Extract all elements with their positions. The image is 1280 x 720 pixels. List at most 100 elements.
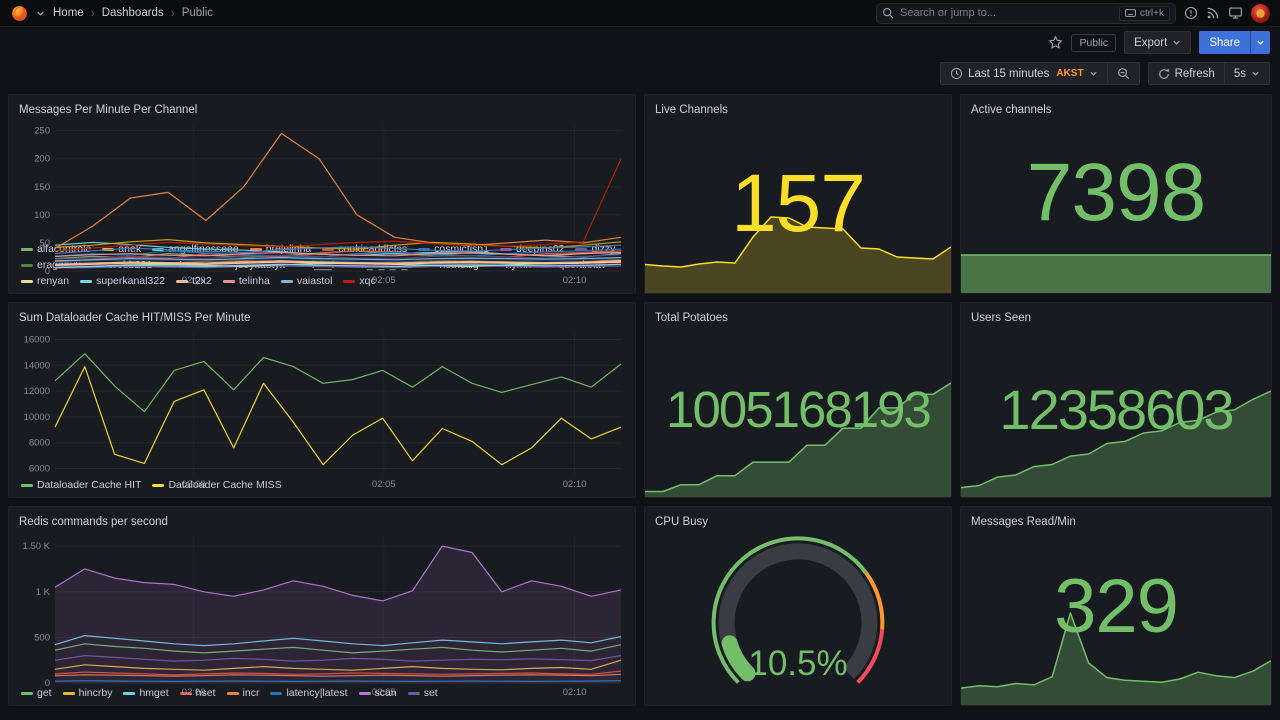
breadcrumb: Home › Dashboards › Public: [53, 7, 213, 19]
legend-label: incr: [242, 687, 260, 699]
panel-title[interactable]: Messages Read/Min: [971, 516, 1076, 528]
legend-swatch: [222, 279, 235, 283]
svg-text:14000: 14000: [24, 360, 50, 371]
legend-swatch: [358, 691, 371, 695]
avatar[interactable]: [1251, 3, 1270, 23]
rss-icon[interactable]: [1206, 6, 1220, 20]
panel-title[interactable]: Users Seen: [971, 312, 1032, 324]
refresh-icon: [1158, 68, 1170, 80]
panel-active-channels: Active channels 7398: [960, 94, 1272, 294]
refresh-button[interactable]: Refresh: [1147, 62, 1225, 85]
svg-text:500: 500: [34, 632, 50, 643]
legend-item[interactable]: set: [407, 686, 438, 700]
legend-swatch: [575, 247, 588, 251]
export-button[interactable]: Export: [1124, 31, 1192, 54]
zoom-out-button[interactable]: [1107, 62, 1140, 85]
live-channels-sparkline: [645, 215, 951, 293]
legend-label: get: [37, 687, 52, 699]
svg-text:02:00: 02:00: [182, 275, 206, 286]
legend-swatch: [249, 247, 262, 251]
legend-item[interactable]: hset: [179, 686, 216, 700]
messages-read-sparkline: [961, 611, 1271, 705]
panel-title[interactable]: Active channels: [971, 104, 1052, 116]
legend-item[interactable]: t2x2: [176, 274, 212, 288]
search-shortcut-label: ctrl+k: [1139, 7, 1164, 19]
share-menu-button[interactable]: [1250, 31, 1270, 54]
refresh-interval-picker[interactable]: 5s: [1224, 62, 1270, 85]
legend-label: vaiastol: [296, 275, 333, 287]
legend-item[interactable]: xqc: [343, 274, 376, 288]
users-seen-stat: 12358603: [961, 327, 1271, 497]
search-icon: [882, 7, 894, 19]
breadcrumb-home[interactable]: Home: [53, 7, 84, 19]
monitor-icon[interactable]: [1228, 6, 1243, 20]
legend-item[interactable]: hincrby: [62, 686, 112, 700]
breadcrumb-dashboards[interactable]: Dashboards: [101, 7, 164, 19]
time-range-picker[interactable]: Last 15 minutes AKST: [940, 62, 1108, 85]
share-button[interactable]: Share: [1199, 31, 1250, 54]
chevron-down-icon: [1251, 69, 1260, 78]
panel-title[interactable]: Total Potatoes: [655, 312, 728, 324]
svg-text:02:10: 02:10: [563, 479, 587, 490]
svg-text:10000: 10000: [24, 412, 50, 423]
legend-swatch: [21, 691, 33, 695]
time-controls: Last 15 minutes AKST Refresh 5s: [940, 62, 1270, 85]
legend-swatch: [21, 279, 33, 283]
legend-swatch: [270, 691, 283, 695]
legend-item[interactable]: Dataloader Cache HIT: [21, 478, 141, 492]
svg-text:10.5%: 10.5%: [748, 644, 847, 683]
breadcrumb-separator: ›: [170, 6, 175, 20]
chevron-down-icon[interactable]: [36, 9, 45, 18]
legend-label: latency|latest: [286, 687, 348, 699]
panel-title[interactable]: Live Channels: [655, 104, 728, 116]
legend-item[interactable]: renyan: [21, 274, 69, 288]
legend-item[interactable]: hmget: [123, 686, 169, 700]
breadcrumb-public[interactable]: Public: [181, 7, 214, 19]
svg-text:250: 250: [34, 126, 50, 137]
messages-read-stat: 329: [961, 531, 1271, 705]
redis-chart[interactable]: 0 500 1 K 1.50 K 02:00 02:05 02:10: [19, 531, 625, 698]
messages-chart[interactable]: 0 50 100 150 200 250 02:00 02:05 02:10: [19, 119, 625, 286]
search-placeholder: Search or jump to...: [900, 7, 996, 19]
legend-item[interactable]: vaiastol: [280, 274, 333, 288]
panel-title[interactable]: CPU Busy: [655, 516, 709, 528]
svg-text:02:00: 02:00: [182, 687, 206, 698]
legend-item[interactable]: superkanal322: [80, 274, 165, 288]
svg-text:02:05: 02:05: [372, 275, 396, 286]
panel-title[interactable]: Messages Per Minute Per Channel: [19, 104, 198, 116]
refresh-interval-label: 5s: [1233, 67, 1246, 80]
legend-swatch: [80, 279, 93, 283]
legend-label: Dataloader Cache MISS: [168, 479, 282, 491]
dataloader-chart[interactable]: 6000 8000 10000 12000 14000 16000 02:00 02:05 02…: [19, 327, 625, 490]
panel-messages-read: Messages Read/Min 329: [960, 506, 1272, 706]
legend-label: renyan: [37, 275, 70, 287]
legend-swatch: [280, 279, 293, 283]
legend-item[interactable]: Dataloader Cache MISS: [152, 478, 282, 492]
share-button-label: Share: [1209, 36, 1240, 49]
search-input[interactable]: Search or jump to... ctrl+k: [876, 2, 1176, 24]
legend-label: xqc: [359, 275, 376, 287]
legend-item[interactable]: latency|latest: [270, 686, 348, 700]
svg-text:1 K: 1 K: [36, 587, 51, 598]
legend-item[interactable]: get: [21, 686, 52, 700]
users-seen-sparkline: [961, 389, 1271, 497]
legend-item[interactable]: incr: [226, 686, 260, 700]
star-icon[interactable]: [1048, 35, 1063, 50]
svg-text:50: 50: [39, 238, 50, 249]
legend-swatch: [179, 691, 192, 695]
legend-item[interactable]: scan: [358, 686, 397, 700]
active-channels-value: 7398: [1026, 147, 1206, 239]
svg-text:02:10: 02:10: [563, 275, 587, 286]
help-icon[interactable]: [1184, 6, 1198, 20]
panel-title[interactable]: Redis commands per second: [19, 516, 168, 528]
dashboard-actions: Public Export Share: [1048, 31, 1270, 54]
legend-item[interactable]: telinha: [222, 274, 270, 288]
svg-text:200: 200: [34, 154, 50, 165]
legend-swatch: [176, 279, 188, 283]
legend-swatch: [226, 691, 239, 695]
panel-title[interactable]: Sum Dataloader Cache HIT/MISS Per Minute: [19, 312, 251, 324]
legend-label: Dataloader Cache HIT: [37, 479, 142, 491]
grafana-logo[interactable]: [10, 4, 28, 22]
dashboard-tag-public[interactable]: Public: [1071, 33, 1117, 52]
